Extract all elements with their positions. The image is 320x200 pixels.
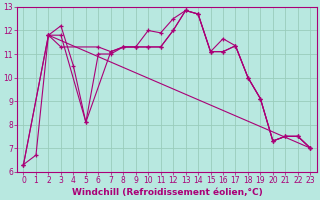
X-axis label: Windchill (Refroidissement éolien,°C): Windchill (Refroidissement éolien,°C) [72, 188, 262, 197]
